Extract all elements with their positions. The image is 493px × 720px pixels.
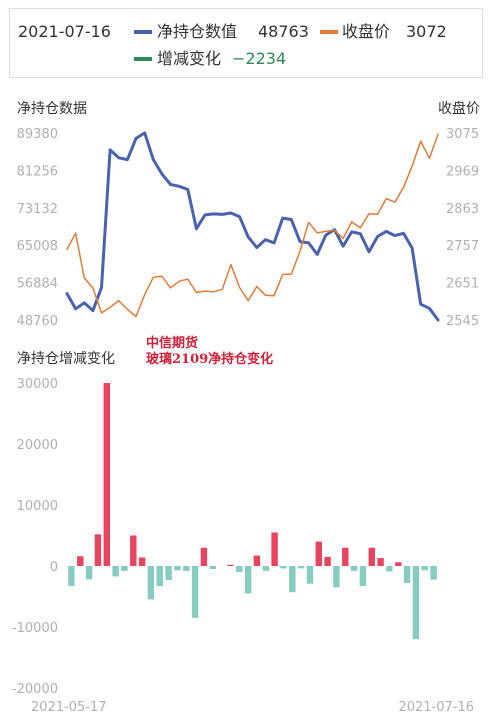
legend-swatch-close-price	[320, 30, 338, 34]
bar-axis-tick: 20000	[17, 438, 58, 453]
change-bar	[359, 566, 367, 587]
change-bar	[333, 566, 340, 588]
bar-axis-tick: 0	[50, 560, 58, 575]
change-bar	[342, 547, 349, 566]
legend-label-net-position: 净持仓数值	[157, 22, 238, 41]
change-bar	[253, 555, 261, 566]
change-bar	[271, 532, 278, 566]
watermark-line2: 玻璃2109净持仓变化	[146, 352, 274, 367]
change-bar	[103, 383, 110, 566]
change-bar	[421, 566, 428, 571]
change-bar	[395, 562, 402, 566]
change-bar	[412, 566, 420, 640]
legend-swatch-net-position	[134, 30, 152, 34]
change-bar	[165, 566, 172, 580]
change-bar	[324, 556, 331, 566]
change-bar	[200, 547, 208, 566]
bar-axis-tick: 10000	[17, 499, 58, 514]
change-bar	[183, 566, 190, 571]
change-bar	[209, 566, 216, 569]
change-bar	[297, 566, 305, 569]
left-axis-tick: 81256	[17, 164, 58, 179]
x-end-label: 2021-07-16	[398, 700, 474, 715]
change-bar	[130, 535, 137, 566]
right-axis-tick: 2969	[446, 164, 479, 179]
change-bar	[368, 547, 375, 566]
bottom-panel-title: 净持仓增减变化	[17, 351, 115, 367]
x-start-label: 2021-05-17	[31, 700, 107, 715]
right-axis-tick: 2863	[446, 202, 479, 217]
change-bar	[386, 566, 393, 572]
change-bar	[262, 566, 269, 571]
bar-axis-tick: -10000	[12, 621, 58, 636]
left-axis-tick: 48760	[17, 314, 58, 329]
change-bar	[174, 566, 181, 571]
change-bar	[138, 557, 146, 566]
bar-axis-tick: 30000	[17, 377, 58, 392]
watermark-line1: 中信期货	[146, 336, 199, 351]
change-bar	[77, 556, 84, 566]
right-axis-tick: 2651	[446, 277, 479, 292]
net-position-line	[65, 131, 440, 322]
change-bar	[121, 566, 128, 571]
change-bar	[236, 566, 243, 573]
legend-box: 2021-07-16 净持仓数值 48763 收盘价 3072 增减变化 −22…	[9, 8, 483, 78]
right-axis-tick: 2545	[446, 314, 479, 329]
legend-date: 2021-07-16	[18, 22, 111, 41]
change-bar	[156, 566, 163, 587]
legend-value-change: −2234	[232, 49, 287, 68]
change-bar	[244, 566, 252, 594]
right-axis-title: 收盘价	[438, 101, 480, 117]
change-bar	[403, 566, 411, 584]
legend-label-close-price: 收盘价	[342, 22, 391, 41]
change-bar	[350, 566, 358, 571]
change-bar	[227, 564, 234, 566]
left-axis-tick: 89380	[17, 127, 58, 142]
left-axis-tick: 73132	[17, 202, 58, 217]
change-bar	[315, 541, 322, 566]
change-bar	[289, 566, 296, 593]
change-bar	[85, 566, 93, 580]
bar-axis-tick: -20000	[12, 682, 58, 697]
change-bar	[94, 534, 102, 566]
change-bar	[68, 566, 75, 587]
legend-label-change: 增减变化	[157, 49, 222, 68]
legend-value-net-position: 48763	[258, 22, 309, 41]
change-bar	[112, 566, 119, 577]
left-axis-title: 净持仓数据	[17, 101, 87, 117]
left-axis-tick: 56884	[17, 277, 58, 292]
left-axis-tick: 65008	[17, 239, 58, 254]
legend-swatch-change	[134, 57, 152, 61]
change-bar	[306, 566, 314, 584]
change-bar	[377, 558, 384, 566]
right-axis-tick: 2757	[446, 239, 479, 254]
change-bar	[430, 566, 437, 580]
close-price-line	[66, 133, 439, 318]
change-bar	[280, 566, 287, 569]
change-bar	[191, 566, 199, 618]
right-axis-tick: 3075	[446, 127, 479, 142]
change-bar	[147, 566, 155, 600]
legend-value-close-price: 3072	[406, 22, 447, 41]
